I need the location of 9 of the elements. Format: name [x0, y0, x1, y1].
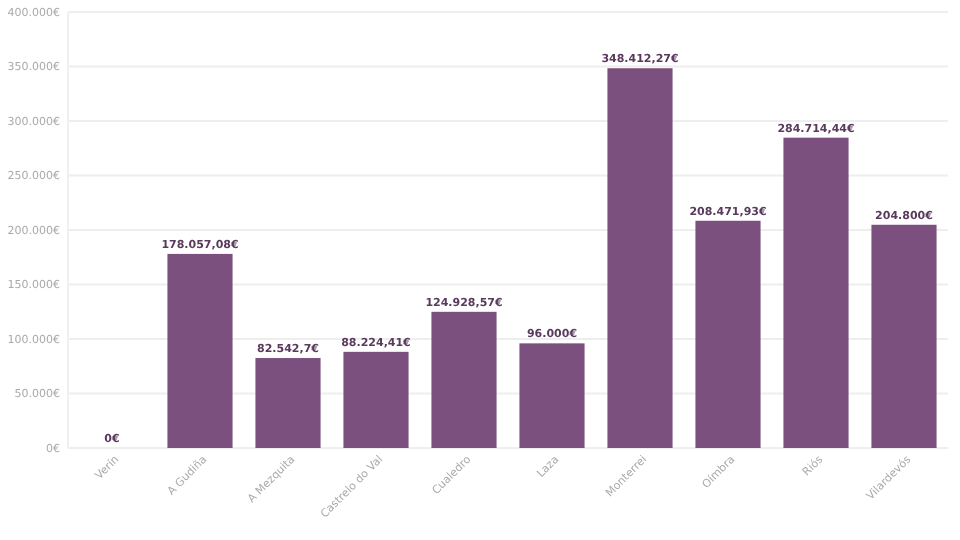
bar: [519, 343, 585, 448]
bar: [695, 220, 761, 448]
bar: [607, 68, 673, 448]
bar: [871, 224, 937, 448]
bar: [343, 351, 409, 448]
bar: [431, 311, 497, 448]
bar: [167, 253, 233, 448]
bar: [255, 358, 321, 448]
bar: [783, 137, 849, 448]
